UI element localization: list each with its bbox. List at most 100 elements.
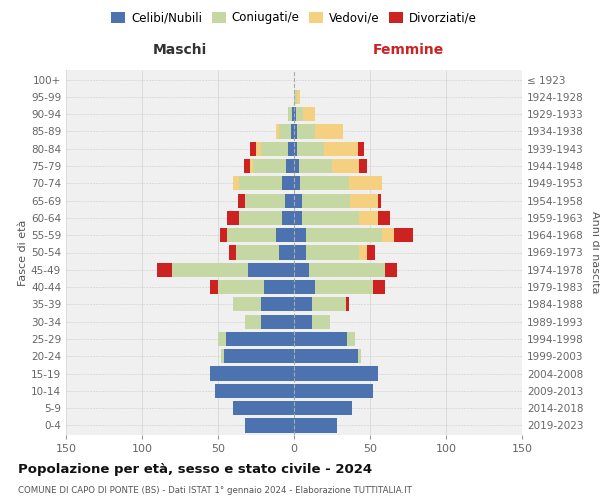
Bar xyxy=(367,246,374,260)
Bar xyxy=(294,332,347,346)
Bar xyxy=(294,401,352,415)
Bar xyxy=(282,176,294,190)
Bar xyxy=(226,332,294,346)
Text: COMUNE DI CAPO DI PONTE (BS) - Dati ISTAT 1° gennaio 2024 - Elaborazione TUTTITA: COMUNE DI CAPO DI PONTE (BS) - Dati ISTA… xyxy=(18,486,412,495)
Bar xyxy=(294,142,297,156)
Bar xyxy=(245,194,285,207)
Bar xyxy=(236,246,279,260)
Bar xyxy=(276,228,294,242)
Bar xyxy=(215,384,294,398)
Bar xyxy=(294,366,377,380)
Bar xyxy=(346,298,349,312)
Bar xyxy=(292,107,294,121)
Bar xyxy=(358,349,361,364)
Bar xyxy=(294,314,312,329)
Bar xyxy=(394,228,413,242)
Bar xyxy=(294,211,302,225)
Bar xyxy=(291,124,294,138)
Bar xyxy=(263,280,294,294)
Bar xyxy=(260,298,294,312)
Bar xyxy=(382,228,394,242)
Bar xyxy=(294,418,337,432)
Bar xyxy=(245,314,260,329)
Bar xyxy=(306,228,382,242)
Bar xyxy=(349,176,382,190)
Bar xyxy=(359,246,367,260)
Bar xyxy=(377,211,390,225)
Bar xyxy=(294,228,306,242)
Bar xyxy=(294,280,315,294)
Bar xyxy=(294,298,312,312)
Bar xyxy=(279,246,294,260)
Bar xyxy=(227,228,276,242)
Bar xyxy=(359,159,367,173)
Bar xyxy=(312,314,331,329)
Bar xyxy=(233,401,294,415)
Bar xyxy=(359,211,377,225)
Bar xyxy=(303,107,315,121)
Bar xyxy=(260,314,294,329)
Bar xyxy=(385,262,397,277)
Bar xyxy=(294,90,297,104)
Legend: Celibi/Nubili, Coniugati/e, Vedovi/e, Divorziati/e: Celibi/Nubili, Coniugati/e, Vedovi/e, Di… xyxy=(106,6,482,29)
Text: Femmine: Femmine xyxy=(373,43,443,57)
Bar xyxy=(239,211,282,225)
Bar xyxy=(233,298,260,312)
Bar xyxy=(211,280,218,294)
Text: Maschi: Maschi xyxy=(153,43,207,57)
Y-axis label: Fasce di età: Fasce di età xyxy=(18,220,28,286)
Bar xyxy=(300,176,349,190)
Bar xyxy=(260,142,288,156)
Bar xyxy=(245,418,294,432)
Bar xyxy=(294,107,296,121)
Bar xyxy=(296,107,303,121)
Bar xyxy=(239,176,282,190)
Bar xyxy=(302,194,350,207)
Bar xyxy=(377,194,380,207)
Bar xyxy=(250,142,256,156)
Bar xyxy=(250,159,253,173)
Bar xyxy=(297,90,300,104)
Bar xyxy=(233,176,239,190)
Text: Popolazione per età, sesso e stato civile - 2024: Popolazione per età, sesso e stato civil… xyxy=(18,462,372,475)
Bar xyxy=(157,262,172,277)
Bar xyxy=(302,211,359,225)
Bar xyxy=(211,366,294,380)
Bar xyxy=(294,262,309,277)
Bar xyxy=(218,332,226,346)
Bar xyxy=(325,142,358,156)
Bar xyxy=(220,228,227,242)
Bar xyxy=(285,194,294,207)
Bar xyxy=(358,142,364,156)
Bar xyxy=(294,159,299,173)
Bar xyxy=(288,142,294,156)
Bar xyxy=(288,107,292,121)
Bar xyxy=(221,349,224,364)
Bar xyxy=(294,124,297,138)
Bar xyxy=(332,159,359,173)
Bar xyxy=(282,211,294,225)
Bar xyxy=(286,159,294,173)
Bar xyxy=(172,262,248,277)
Bar xyxy=(294,246,306,260)
Bar xyxy=(253,159,286,173)
Bar xyxy=(312,298,346,312)
Bar xyxy=(347,332,355,346)
Bar xyxy=(294,194,302,207)
Bar xyxy=(315,280,373,294)
Bar xyxy=(248,262,294,277)
Bar xyxy=(244,159,250,173)
Bar xyxy=(294,176,300,190)
Bar xyxy=(276,124,279,138)
Bar xyxy=(306,246,359,260)
Bar xyxy=(218,280,263,294)
Bar xyxy=(224,349,294,364)
Bar xyxy=(297,124,315,138)
Bar xyxy=(299,159,332,173)
Bar xyxy=(227,211,239,225)
Bar xyxy=(315,124,343,138)
Bar xyxy=(294,384,373,398)
Bar xyxy=(350,194,377,207)
Y-axis label: Anni di nascita: Anni di nascita xyxy=(590,211,600,294)
Bar xyxy=(294,349,358,364)
